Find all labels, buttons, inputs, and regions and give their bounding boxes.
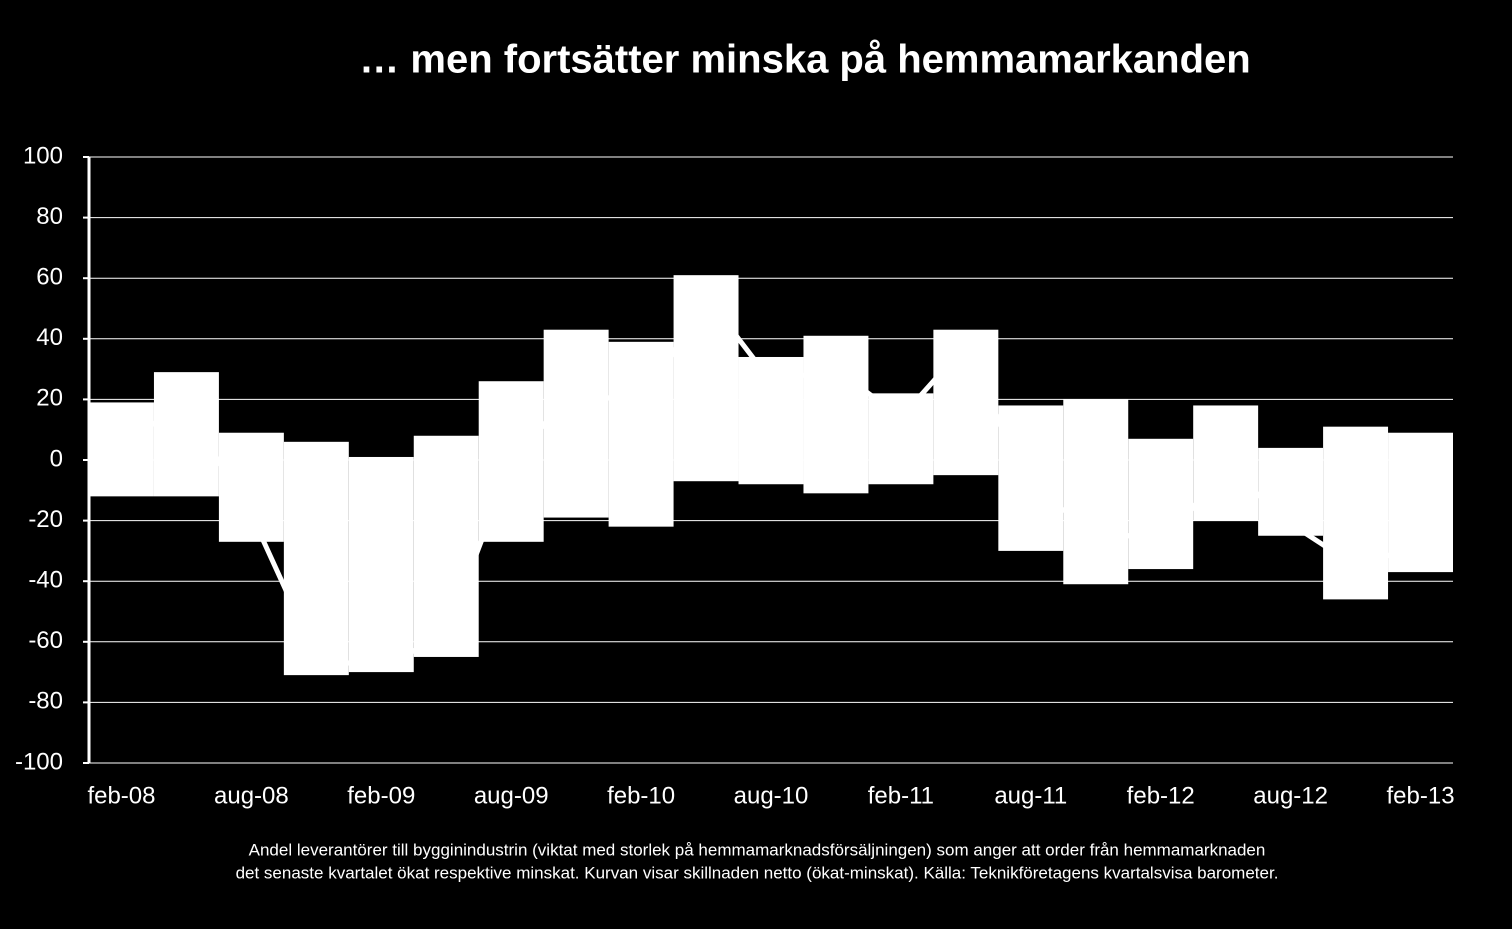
footnote: Andel leverantörer till bygginindustrin … [249,840,1266,859]
x-tick-label: aug-09 [474,782,549,809]
bar [218,432,284,460]
y-tick-label: 0 [50,445,63,472]
x-tick-label: aug-10 [734,782,809,809]
bar [1128,460,1194,570]
x-tick-label: feb-11 [868,782,934,809]
bar [1388,432,1453,460]
bar [1258,447,1324,460]
bar [283,441,349,460]
x-tick-label: feb-08 [87,782,155,809]
bar [348,460,414,673]
bar [413,460,479,657]
y-tick-label: -80 [28,688,63,715]
net-line [120,291,1422,672]
bar [1388,460,1453,573]
x-tick-label: feb-09 [347,782,415,809]
bar [1193,405,1259,460]
bar [1323,460,1389,600]
footnote: det senaste kvartalet ökat respektive mi… [236,863,1279,882]
bar [738,356,804,460]
y-tick-label: -60 [28,627,63,654]
y-tick-label: 20 [36,385,63,412]
y-tick-label: -40 [28,567,63,594]
bar [868,460,934,485]
bar [1063,399,1129,460]
bar [1128,438,1194,460]
bar [608,460,674,527]
bar [543,460,609,518]
bar [89,460,154,497]
bar [348,456,414,460]
bar [803,335,869,460]
x-tick-label: aug-12 [1253,782,1328,809]
bar [478,460,544,542]
bar [283,460,349,676]
bar [673,275,739,460]
bar [803,460,869,494]
bar [218,460,284,542]
x-tick-label: feb-12 [1127,782,1195,809]
bar [673,460,739,482]
y-tick-label: -20 [28,506,63,533]
bar [413,435,479,460]
x-tick-label: aug-11 [994,782,1067,809]
y-tick-label: 80 [36,203,63,230]
bar [998,405,1064,460]
y-tick-label: -100 [15,748,63,775]
bar [478,381,544,460]
bar [89,402,154,460]
bar [1323,426,1389,460]
bar [933,460,999,476]
x-tick-label: feb-10 [607,782,675,809]
chart-title: … men fortsätter minska på hemmamarkande… [359,38,1250,82]
x-tick-label: aug-08 [214,782,289,809]
y-tick-label: 60 [36,264,63,291]
y-tick-label: 40 [36,324,63,351]
bar [738,460,804,485]
bar [153,460,219,497]
x-tick-label: feb-13 [1386,782,1454,809]
y-tick-label: 100 [23,142,63,169]
